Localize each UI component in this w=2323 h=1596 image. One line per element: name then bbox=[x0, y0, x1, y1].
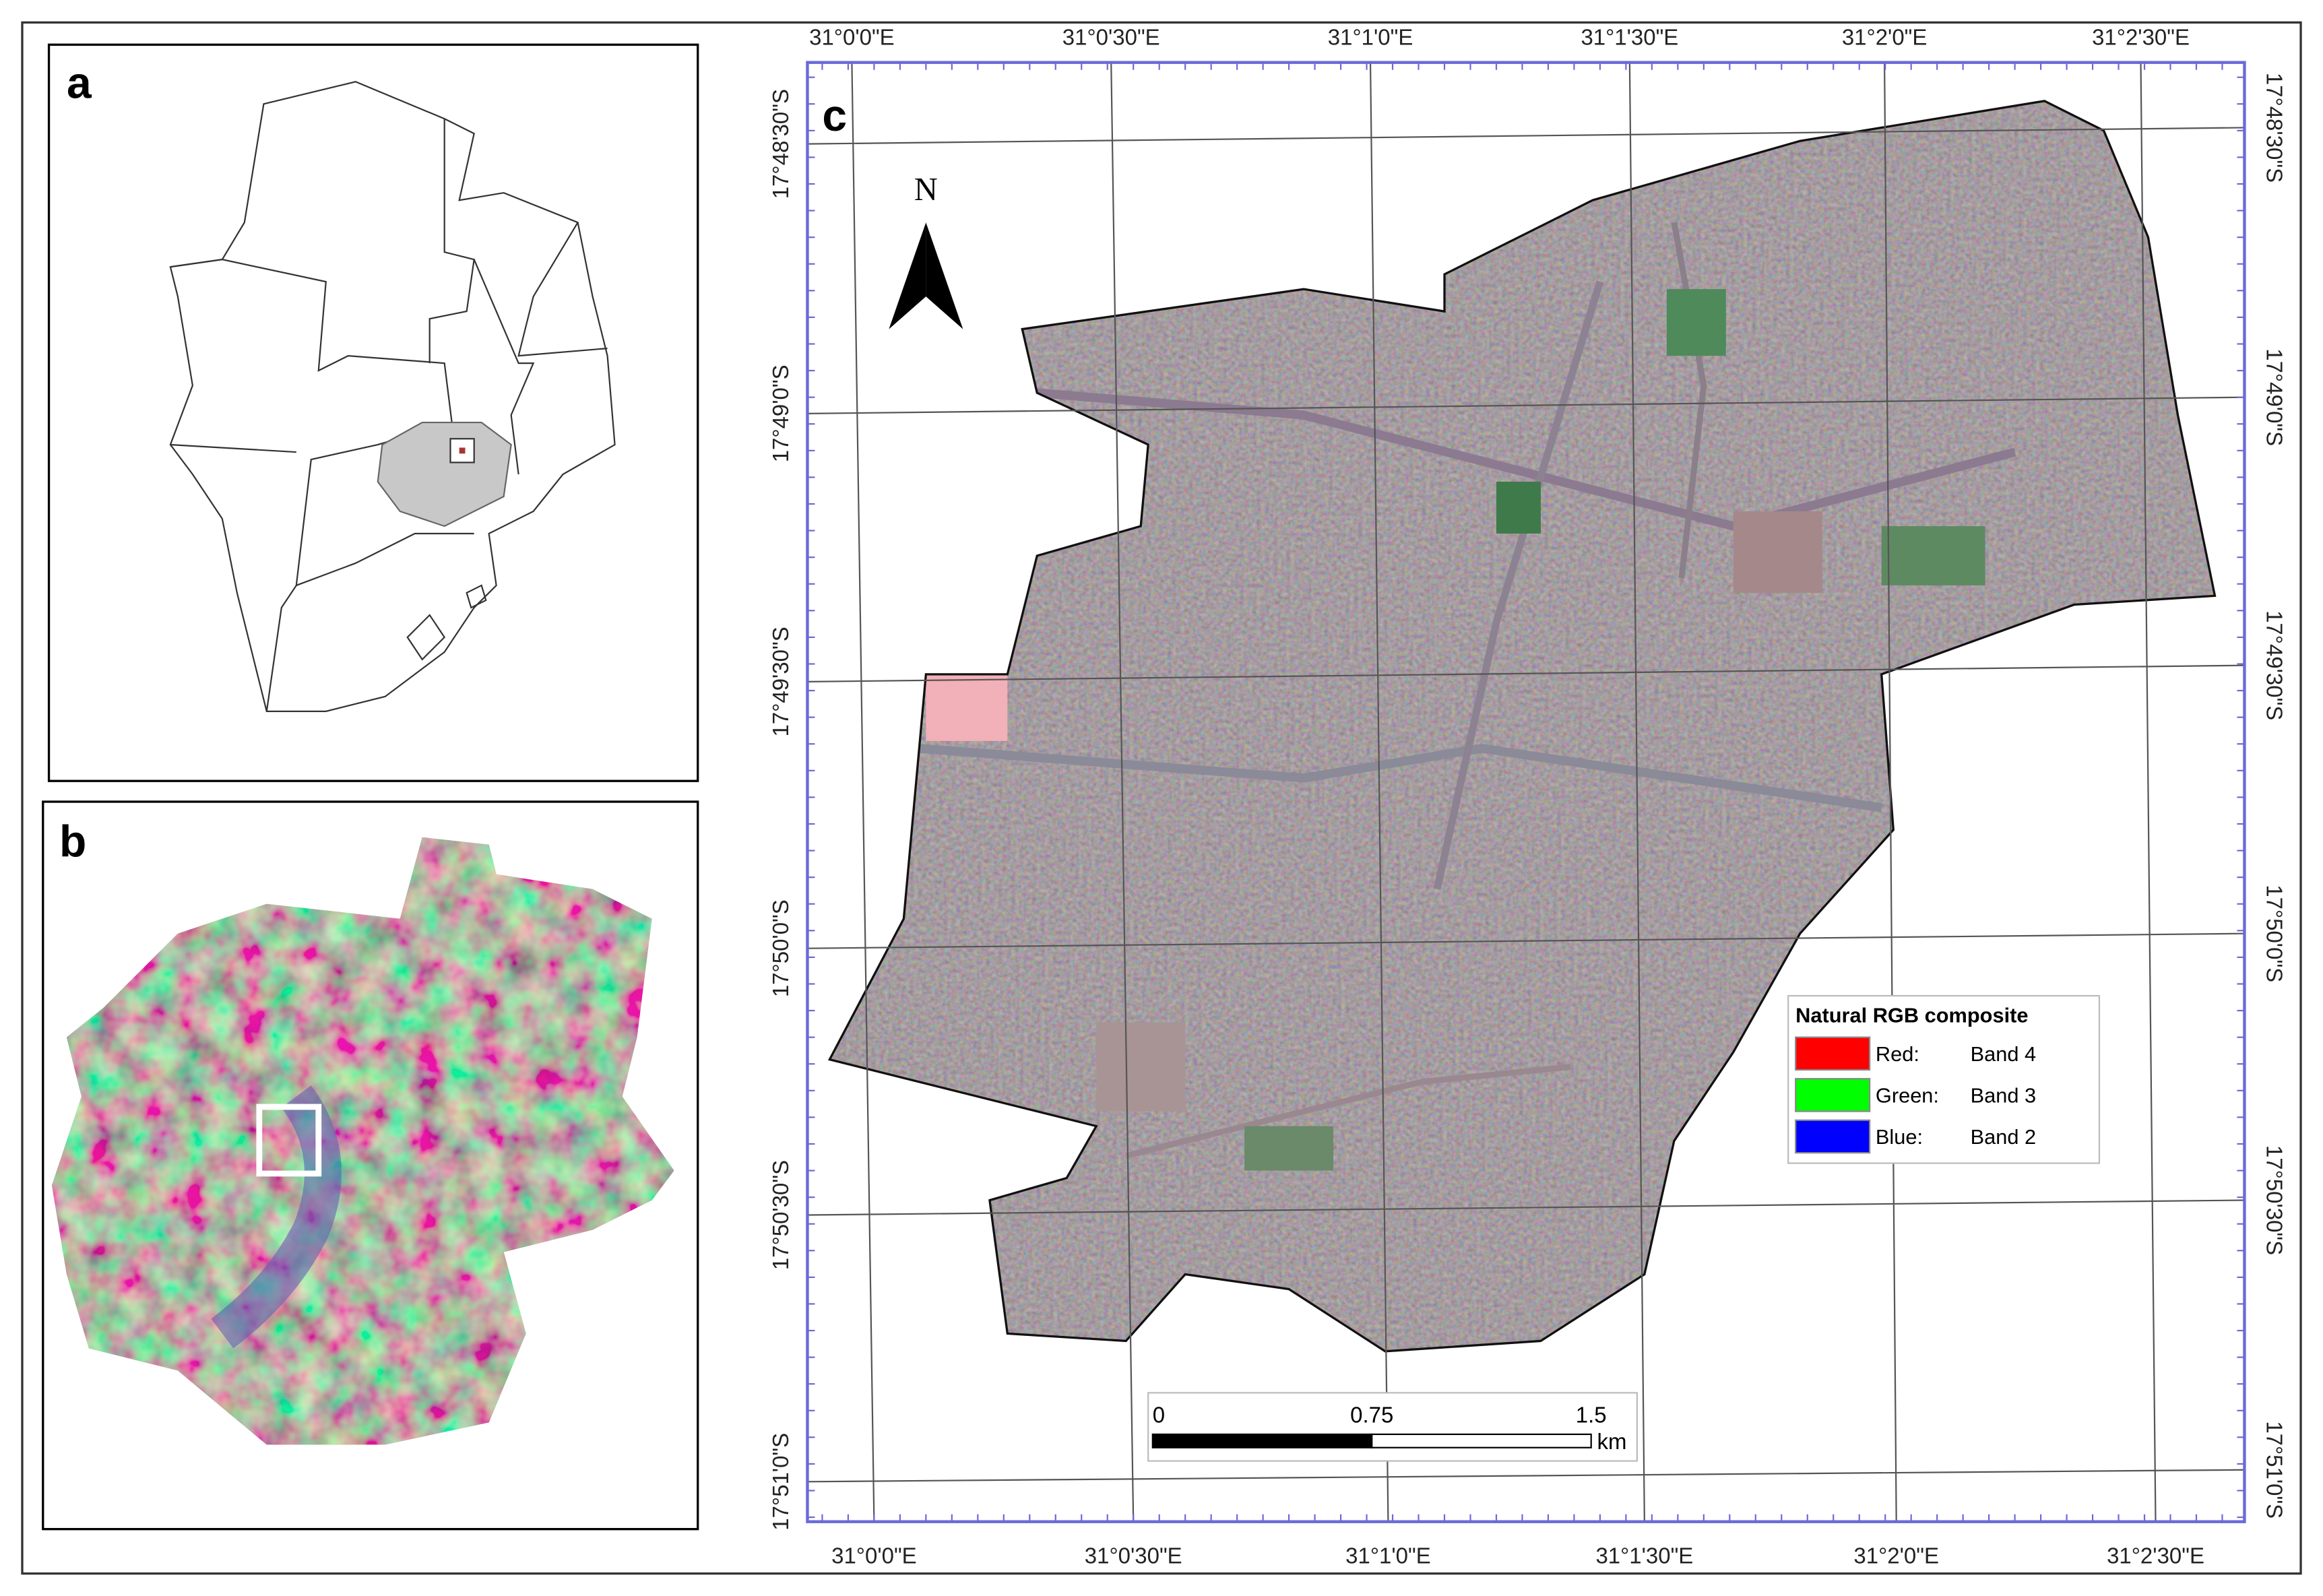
legend-title: Natural RGB composite bbox=[1795, 1004, 2028, 1027]
legend: Natural RGB composite Red: Band 4 Green: Ba… bbox=[1787, 994, 2101, 1164]
study-location bbox=[256, 1104, 322, 1177]
latitude-label: 17°48'30"S bbox=[2262, 73, 2287, 183]
legend-swatch bbox=[1795, 1036, 1871, 1071]
scale-label: 0 bbox=[1153, 1402, 1165, 1427]
longitude-label: 31°1'0"E bbox=[1328, 24, 1413, 49]
north-arrow bbox=[926, 222, 963, 329]
panel-label: a bbox=[67, 57, 92, 107]
longitude-label: 31°1'0"E bbox=[1345, 1543, 1431, 1568]
legend-channel: Red: bbox=[1876, 1042, 1919, 1066]
longitude-label: 31°2'30"E bbox=[2107, 1543, 2204, 1568]
scale-bar-segment bbox=[1371, 1433, 1592, 1448]
longitude-label: 31°2'0"E bbox=[1853, 1543, 1939, 1568]
study-boundary bbox=[827, 100, 2217, 1353]
meridian bbox=[851, 62, 875, 1522]
latitude-label: 17°51'0"S bbox=[768, 1433, 793, 1531]
meridian bbox=[1628, 62, 1645, 1522]
longitude-label: 31°2'30"E bbox=[2092, 24, 2190, 49]
outer-frame bbox=[21, 21, 2302, 1575]
scale-labels: 0 0.75 1.5km bbox=[1153, 1402, 1627, 1454]
parallel bbox=[807, 1199, 2245, 1216]
parallel bbox=[807, 1469, 2245, 1483]
longitude-label: 31°0'0"E bbox=[809, 24, 895, 49]
legend-swatch bbox=[1795, 1078, 1871, 1112]
longitude-label: 31°0'30"E bbox=[1062, 24, 1160, 49]
longitude-label: 31°1'30"E bbox=[1581, 24, 1678, 49]
latitude-label: 17°50'0"S bbox=[2262, 885, 2287, 982]
study-area-image bbox=[829, 100, 2215, 1351]
study-dot bbox=[459, 447, 466, 454]
parallel bbox=[807, 127, 2245, 145]
latitude-label: 17°50'30"S bbox=[768, 1160, 793, 1270]
parallel bbox=[807, 396, 2245, 414]
scale-bar-box bbox=[1147, 1392, 1638, 1462]
panel-label: c bbox=[822, 90, 847, 140]
longitude-label: 31°1'30"E bbox=[1595, 1543, 1693, 1568]
zimbabwe bbox=[377, 421, 512, 528]
legend-channel: Blue: bbox=[1876, 1125, 1923, 1149]
longitude-label: 31°0'30"E bbox=[1085, 1543, 1182, 1568]
legend-channel: Green: bbox=[1876, 1083, 1939, 1107]
scale-bar-segment bbox=[1151, 1433, 1373, 1448]
latitude-label: 17°49'30"S bbox=[2262, 610, 2287, 720]
scale-label: 1.5 bbox=[1576, 1402, 1607, 1427]
latitude-label: 17°49'0"S bbox=[768, 364, 793, 462]
latitude-label: 17°51'0"S bbox=[2262, 1421, 2287, 1519]
graticule: 31°0'0"E 31°0'0"E 31°0'30"E 31°0'30"E 31°1'0… bbox=[768, 24, 2287, 1568]
meridian bbox=[1110, 62, 1135, 1522]
legend-band: Band 4 bbox=[1971, 1042, 2037, 1066]
meridian bbox=[1884, 62, 1897, 1522]
north-label: N bbox=[914, 172, 938, 208]
panel-label: b bbox=[59, 816, 86, 866]
scale-unit: km bbox=[1597, 1429, 1627, 1454]
parallel bbox=[807, 664, 2245, 682]
panel-a-frame bbox=[47, 43, 699, 782]
meridian bbox=[1369, 62, 1389, 1522]
legend-band: Band 3 bbox=[1971, 1083, 2037, 1107]
longitude-label: 31°0'0"E bbox=[831, 1543, 917, 1568]
latitude-label: 17°50'30"S bbox=[2262, 1145, 2287, 1255]
latitude-label: 17°48'30"S bbox=[768, 89, 793, 199]
parallel bbox=[807, 932, 2245, 949]
map-frame bbox=[806, 61, 2246, 1523]
scale-label: 0.75 bbox=[1350, 1402, 1393, 1427]
latitude-label: 17°49'0"S bbox=[2262, 348, 2287, 446]
africa-outline bbox=[169, 81, 616, 712]
north-arrow bbox=[889, 222, 926, 329]
latitude-label: 17°49'30"S bbox=[768, 627, 793, 736]
legend-band: Band 2 bbox=[1971, 1125, 2037, 1149]
latitude-label: 17°50'0"S bbox=[768, 899, 793, 997]
meridian bbox=[2140, 62, 2157, 1522]
legend-swatch bbox=[1795, 1119, 1871, 1154]
longitude-label: 31°2'0"E bbox=[1842, 24, 1928, 49]
